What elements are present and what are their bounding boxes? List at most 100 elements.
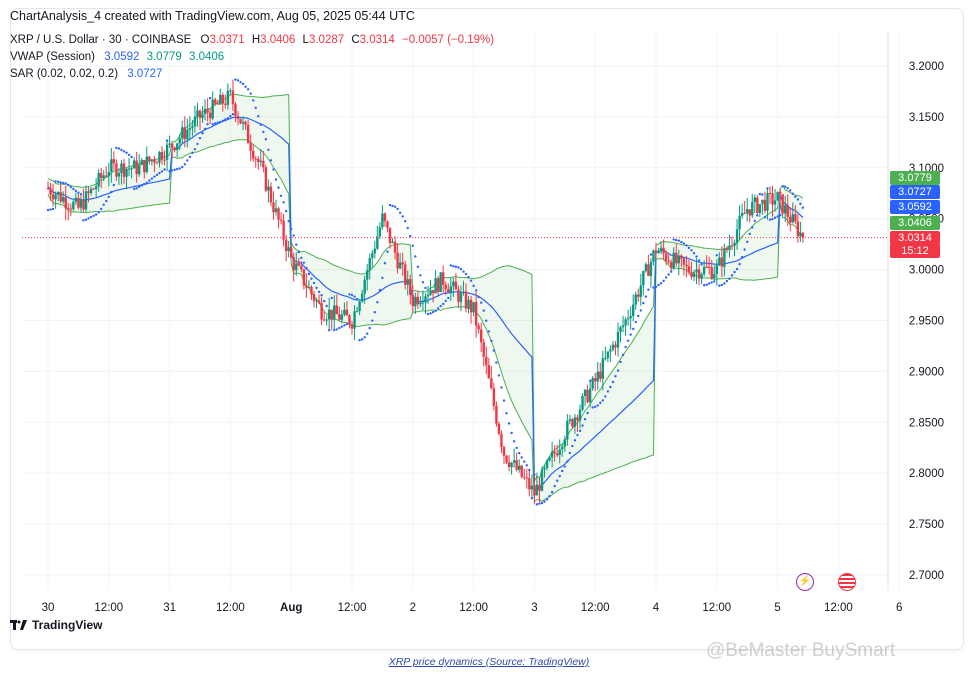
sar-dot xyxy=(756,214,759,217)
sar-dot xyxy=(687,246,691,250)
sar-dot xyxy=(282,201,285,204)
y-tick-label: 3.0000 xyxy=(909,265,944,277)
candle-body xyxy=(404,264,407,285)
us-flag-icon[interactable] xyxy=(838,573,856,591)
sar-dot xyxy=(97,211,100,214)
candle-body xyxy=(444,284,447,290)
candle-body xyxy=(414,296,417,307)
sar-dot xyxy=(277,186,280,189)
sar-legend-row[interactable]: SAR (0.02, 0.02, 0.2) 3.0727 xyxy=(10,66,494,83)
sar-dot xyxy=(59,181,62,184)
tradingview-logo[interactable]: TradingView xyxy=(10,618,102,632)
candle-body xyxy=(292,257,295,271)
sar-dot xyxy=(596,404,599,407)
sar-dot xyxy=(406,226,409,230)
candle-body xyxy=(492,388,496,406)
candle-body xyxy=(768,192,772,194)
candle-body xyxy=(67,208,70,210)
bar-countdown: 15:12 xyxy=(890,244,940,258)
candle-body xyxy=(556,453,559,456)
sar-dot xyxy=(196,142,199,146)
sar-dot xyxy=(358,338,361,342)
candle-body xyxy=(568,419,572,421)
sar-dot xyxy=(64,182,67,185)
candle-body xyxy=(550,451,554,458)
candle-body xyxy=(165,144,169,160)
sar-dot xyxy=(505,412,508,415)
sar-dot xyxy=(183,163,186,166)
candle-body xyxy=(54,194,57,200)
sar-dot xyxy=(632,327,635,331)
candle-body xyxy=(64,197,67,209)
price-tag-vwap: 3.0592 xyxy=(890,200,940,214)
sar-dot xyxy=(279,194,283,197)
y-tick-label: 2.9500 xyxy=(909,316,944,328)
sar-dot xyxy=(424,286,427,290)
candle-body xyxy=(371,253,374,258)
sar-dot xyxy=(543,500,546,503)
ohlc-legend-row: XRP / U.S. Dollar · 30 · COINBASE O3.037… xyxy=(10,32,494,49)
sar-dot xyxy=(548,494,551,498)
sar-dot xyxy=(79,193,83,196)
candle-body xyxy=(358,301,361,312)
sar-dot xyxy=(110,190,113,194)
sar-dot xyxy=(132,187,136,191)
candle-body xyxy=(735,229,739,243)
candle-body xyxy=(115,163,118,177)
candle-body xyxy=(781,194,784,214)
sar-dot xyxy=(404,219,407,223)
candle-body xyxy=(234,103,237,117)
candle-body xyxy=(619,327,622,332)
sar-dot xyxy=(46,208,50,212)
candle-body xyxy=(718,257,721,266)
sar-dot xyxy=(467,275,470,279)
x-tick-label: 12:00 xyxy=(824,602,853,614)
candle-body xyxy=(528,478,531,490)
candle-body xyxy=(170,143,174,148)
sar-dot xyxy=(267,148,270,152)
candle-body xyxy=(138,164,141,175)
candle-body xyxy=(153,159,156,163)
symbol-label[interactable]: XRP / U.S. Dollar · 30 · COINBASE xyxy=(10,34,192,46)
sar-dot xyxy=(444,299,447,303)
sar-dot xyxy=(591,406,594,409)
sar-dot xyxy=(748,232,751,236)
candle-body xyxy=(746,209,749,214)
candle-body xyxy=(474,302,478,326)
sar-dot xyxy=(333,328,336,332)
candle-body xyxy=(254,158,257,160)
vwap-legend-row[interactable]: VWAP (Session) 3.0592 3.0779 3.0406 xyxy=(10,49,494,66)
candle-body xyxy=(158,151,161,163)
candle-body xyxy=(543,467,546,470)
candle-body xyxy=(345,309,349,316)
sar-dot xyxy=(345,322,349,326)
candle-body xyxy=(548,457,551,461)
change-value: −0.0057 (−0.19%) xyxy=(402,34,495,46)
x-tick-label: 2 xyxy=(410,602,416,614)
price-tag-last: 3.0314 xyxy=(890,231,940,245)
sar-dot xyxy=(776,215,779,218)
sar-dot xyxy=(307,272,311,276)
sar-dot xyxy=(173,168,176,171)
x-tick-label: 3 xyxy=(531,602,537,614)
sar-dot xyxy=(609,385,612,389)
candle-body xyxy=(761,199,764,205)
candle-body xyxy=(87,191,90,194)
sar-dot xyxy=(315,286,318,290)
tradingview-brand: TradingView xyxy=(32,618,103,632)
sar-dot xyxy=(257,114,260,118)
sar-dot xyxy=(49,208,52,211)
x-tick-label: 31 xyxy=(163,602,176,614)
candle-body xyxy=(110,159,113,173)
sar-dot xyxy=(685,244,688,247)
sar-dot xyxy=(426,312,430,316)
lightning-icon[interactable]: ⚡ xyxy=(796,573,814,591)
sar-dot xyxy=(487,330,490,333)
candle-body xyxy=(654,250,658,254)
sar-dot xyxy=(226,117,230,120)
candle-body xyxy=(502,447,506,456)
figure-caption[interactable]: XRP price dynamics (Source: TradingView) xyxy=(388,656,590,668)
sar-dot xyxy=(702,284,706,287)
sar-dot xyxy=(92,214,95,217)
